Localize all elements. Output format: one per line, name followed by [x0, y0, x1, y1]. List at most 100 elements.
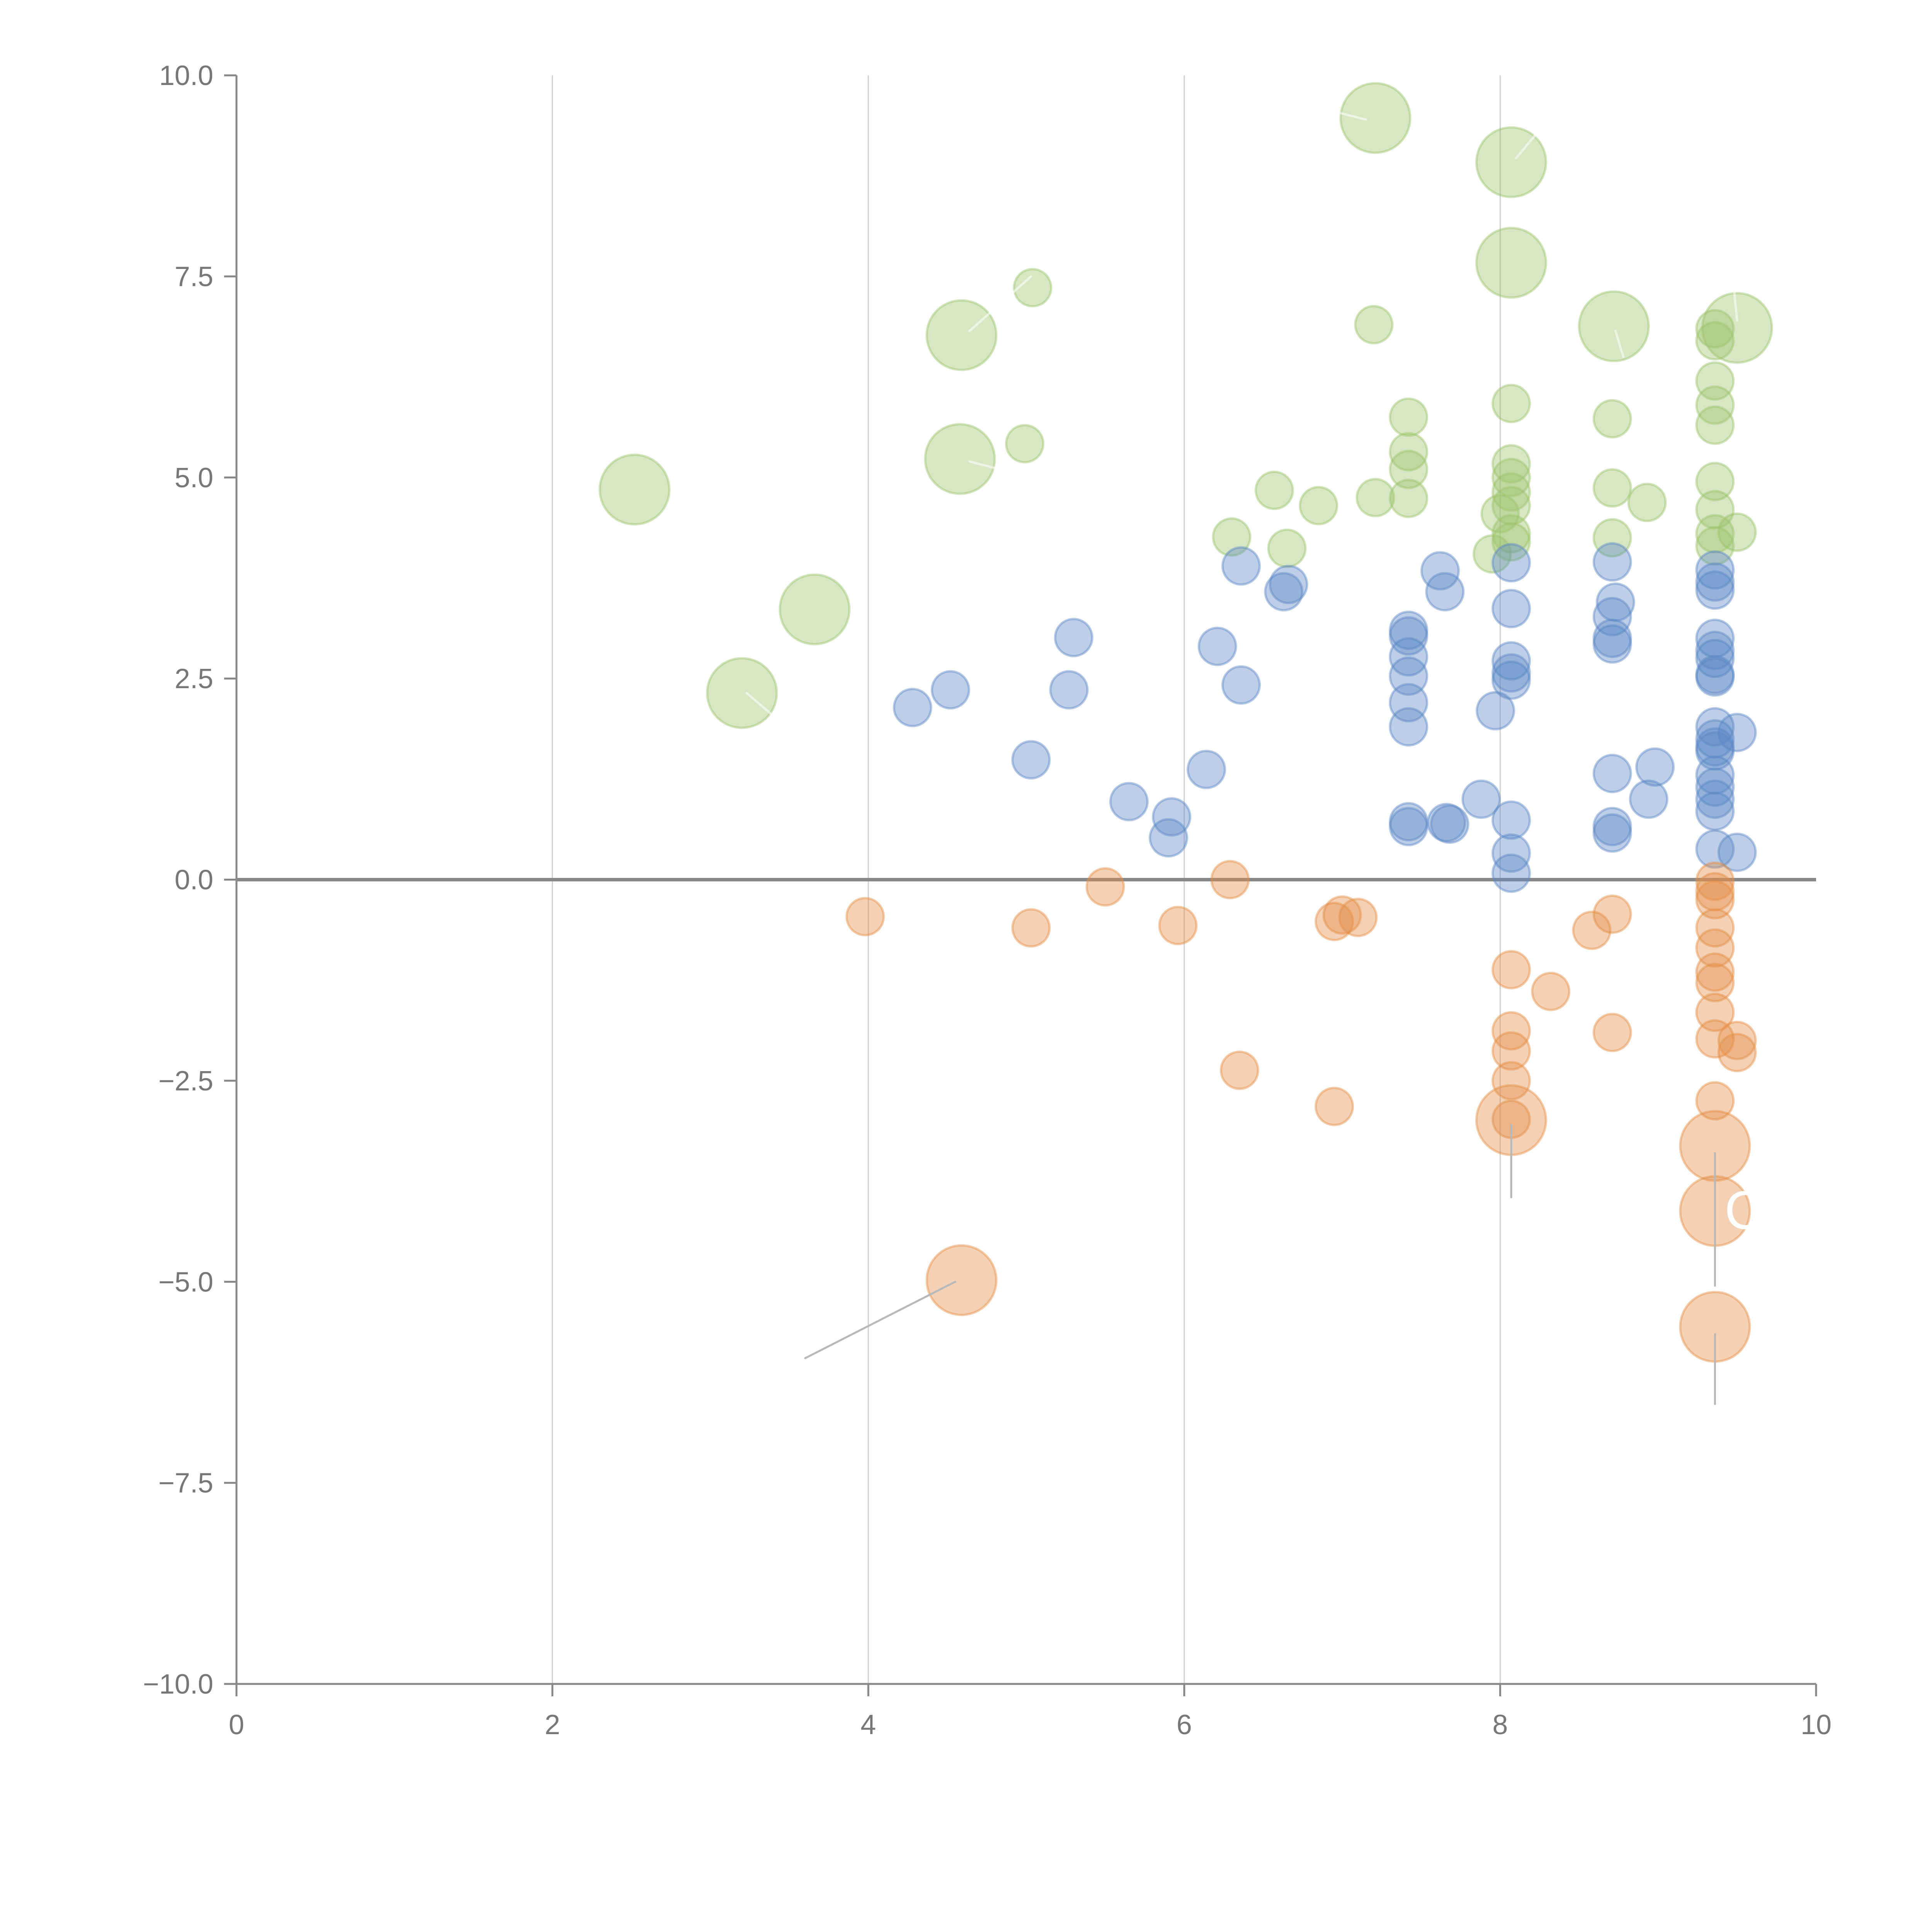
blue-bubble: [1492, 653, 1531, 693]
blue-bubble: [1049, 670, 1089, 710]
orange-bubble: [1572, 910, 1612, 950]
green-bubble: [1267, 528, 1307, 568]
orange-bubble: [1085, 867, 1125, 907]
orange-bubble: [1011, 908, 1051, 948]
leader-line: [968, 460, 1017, 475]
blue-bubble: [1717, 713, 1757, 752]
blue-bubble: [1054, 617, 1094, 657]
green-bubble: [1492, 486, 1531, 526]
orange-bubble: [1695, 963, 1735, 1002]
blue-bubble: [1492, 800, 1531, 840]
blue-bubble: [1629, 779, 1668, 819]
blue-bubble: [1492, 660, 1531, 700]
green-bubble: [1339, 82, 1412, 154]
blue-bubble: [1695, 755, 1735, 795]
blue-bubble: [1197, 626, 1237, 666]
blue-bubble: [1492, 853, 1531, 893]
blue-bubble: [1389, 656, 1429, 696]
orange-bubble: [1492, 1011, 1531, 1051]
blue-bubble: [1592, 542, 1632, 582]
green-bubble: [599, 453, 671, 526]
blue-bubble: [1592, 807, 1632, 847]
y-tick-label: −5.0: [158, 1267, 213, 1298]
y-tick-label: −2.5: [158, 1066, 213, 1097]
blue-bubble: [1592, 753, 1632, 793]
blue-bubble: [1152, 797, 1192, 837]
blue-bubble: [1264, 572, 1304, 612]
y-tick-label: 7.5: [175, 261, 213, 292]
blue-bubble: [1695, 619, 1735, 658]
green-bubble: [1592, 468, 1632, 508]
leader-line: [1515, 134, 1536, 160]
x-tick-label: 10: [1801, 1709, 1832, 1740]
orange-bubble: [1695, 872, 1735, 912]
leader-line: [1333, 110, 1367, 121]
y-tick-label: −7.5: [158, 1468, 213, 1499]
green-bubble: [1354, 305, 1394, 345]
green-bubble: [1592, 399, 1632, 439]
green-bubble: [1695, 309, 1735, 349]
blue-bubble: [1695, 707, 1735, 747]
green-bubble: [1695, 321, 1735, 361]
blue-bubble: [1269, 565, 1308, 604]
green-bubble: [1695, 405, 1735, 445]
green-bubble: [1389, 432, 1429, 472]
blue-bubble: [1717, 832, 1757, 872]
x-axis-ticks: 0 2 4 6 8 10: [229, 1684, 1832, 1740]
green-bubble: [1472, 534, 1512, 574]
blue-bubble: [1187, 750, 1226, 789]
green-bubble: [1492, 472, 1531, 512]
green-bubble: [1695, 385, 1735, 425]
blue-bubble: [1389, 807, 1429, 847]
blue-bubble: [1430, 804, 1469, 844]
green-bubble: [1492, 514, 1531, 554]
blue-bubble: [1492, 641, 1531, 681]
blue-bubble: [1389, 611, 1429, 650]
orange-bubble: [1695, 861, 1735, 901]
blue-bubble: [1389, 707, 1429, 747]
blue-bubble: [1476, 691, 1515, 731]
orange-bubble: [1492, 1061, 1531, 1100]
green-bubble: [1695, 514, 1735, 554]
blue-bubble: [1695, 791, 1735, 831]
green-bubble: [1695, 462, 1735, 502]
green-bubble: [1492, 444, 1531, 484]
orange-bubble: [1322, 895, 1362, 935]
blue-bubble: [893, 688, 932, 728]
blue-bubble: [1592, 619, 1632, 658]
orange-bubble: [1717, 1033, 1757, 1073]
blue-bubble: [1695, 570, 1735, 610]
leader-line: [968, 275, 1032, 332]
orange-bubble: [1210, 860, 1250, 900]
green-bubble: [1578, 290, 1650, 362]
blue-bubble: [1389, 802, 1429, 842]
orange-bubble: [1592, 895, 1632, 934]
green-bubble: [1299, 486, 1338, 526]
blue-bubble: [1695, 719, 1735, 759]
orange-bubble: [1531, 971, 1571, 1011]
blue-bubble: [1695, 829, 1735, 869]
green-bubble: [1592, 518, 1632, 558]
blue-bubble: [1695, 727, 1735, 767]
green-bubble: [1005, 424, 1044, 464]
blue-bubble: [1695, 767, 1735, 807]
green-bubble: [1013, 268, 1053, 308]
orange-bubble: [845, 897, 885, 937]
orange-bubble: [1695, 952, 1735, 992]
x-tick-label: 6: [1177, 1709, 1192, 1740]
blue-bubble: [1389, 616, 1429, 656]
leader-line: [745, 692, 778, 720]
blue-bubble: [1420, 551, 1460, 591]
blue-bubble: [1695, 639, 1735, 679]
green-bubble: [706, 657, 778, 729]
orange-bubble: [1695, 928, 1735, 968]
green-bubble: [1695, 526, 1735, 566]
blue-bubble: [1148, 818, 1188, 858]
green-bubble: [1475, 126, 1548, 198]
leader-lines: [745, 110, 1738, 1405]
y-tick-label: −10.0: [143, 1669, 213, 1700]
blue-bubble: [1389, 683, 1429, 723]
green-bubble: [1212, 517, 1252, 557]
annotations: C: [1725, 1180, 1764, 1240]
